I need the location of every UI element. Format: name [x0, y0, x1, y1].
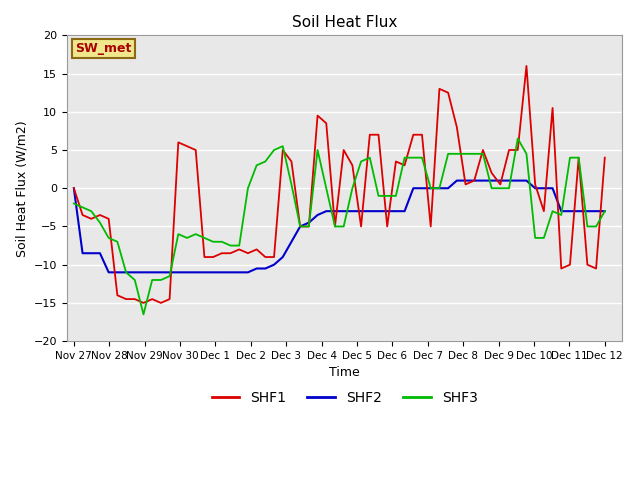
SHF1 [70, 185, 77, 191]
SHF3 [401, 155, 408, 160]
SHF1 [340, 147, 348, 153]
SHF2 [183, 269, 191, 275]
SHF2 [548, 185, 556, 191]
SHF1 [401, 162, 408, 168]
SHF1 [140, 300, 147, 306]
Line: SHF2: SHF2 [74, 180, 605, 272]
Y-axis label: Soil Heat Flux (W/m2): Soil Heat Flux (W/m2) [15, 120, 28, 256]
SHF1 [183, 144, 191, 149]
Line: SHF1: SHF1 [74, 66, 605, 303]
SHF3 [140, 312, 147, 317]
Title: Soil Heat Flux: Soil Heat Flux [292, 15, 397, 30]
SHF1 [548, 105, 556, 111]
SHF2 [340, 208, 348, 214]
SHF2 [601, 208, 609, 214]
SHF2 [218, 269, 226, 275]
SHF1 [218, 251, 226, 256]
SHF2 [401, 208, 408, 214]
Text: SW_met: SW_met [75, 42, 131, 55]
SHF2 [105, 269, 113, 275]
Line: SHF3: SHF3 [74, 139, 605, 314]
SHF3 [70, 201, 77, 206]
SHF3 [340, 224, 348, 229]
X-axis label: Time: Time [329, 366, 360, 379]
SHF2 [122, 269, 130, 275]
SHF3 [183, 235, 191, 241]
SHF3 [548, 208, 556, 214]
SHF3 [514, 136, 522, 142]
SHF1 [523, 63, 531, 69]
SHF1 [601, 155, 609, 160]
SHF3 [218, 239, 226, 245]
Legend: SHF1, SHF2, SHF3: SHF1, SHF2, SHF3 [206, 385, 483, 411]
SHF3 [113, 239, 121, 245]
SHF3 [601, 208, 609, 214]
SHF2 [70, 185, 77, 191]
SHF2 [453, 178, 461, 183]
SHF1 [113, 292, 121, 298]
